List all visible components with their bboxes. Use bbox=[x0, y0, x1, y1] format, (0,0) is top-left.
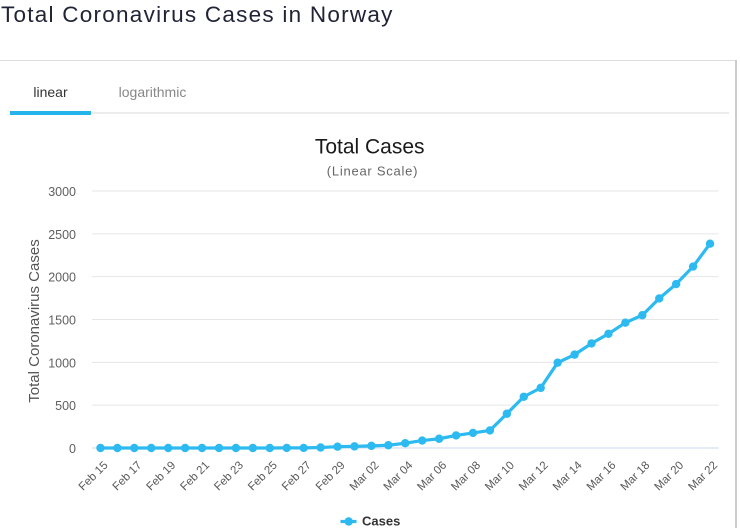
svg-text:Feb 19: Feb 19 bbox=[145, 459, 179, 493]
svg-text:Mar 18: Mar 18 bbox=[619, 459, 653, 493]
svg-text:Mar 06: Mar 06 bbox=[415, 459, 449, 493]
svg-text:2500: 2500 bbox=[48, 228, 76, 242]
svg-text:Mar 20: Mar 20 bbox=[652, 459, 686, 493]
svg-text:Mar 16: Mar 16 bbox=[585, 459, 619, 493]
svg-text:0: 0 bbox=[69, 442, 76, 456]
svg-text:Feb 21: Feb 21 bbox=[178, 459, 212, 493]
svg-text:2000: 2000 bbox=[48, 271, 76, 285]
svg-text:Cases: Cases bbox=[362, 514, 400, 528]
svg-text:Mar 08: Mar 08 bbox=[449, 459, 483, 493]
svg-text:500: 500 bbox=[55, 399, 76, 413]
svg-text:(Linear Scale): (Linear Scale) bbox=[327, 164, 418, 179]
svg-text:Mar 04: Mar 04 bbox=[382, 459, 416, 493]
svg-text:Feb 17: Feb 17 bbox=[111, 459, 145, 493]
svg-text:Feb 29: Feb 29 bbox=[314, 459, 348, 493]
svg-text:Total Coronavirus Cases: Total Coronavirus Cases bbox=[26, 239, 43, 402]
svg-text:Mar 22: Mar 22 bbox=[686, 459, 720, 493]
svg-text:1500: 1500 bbox=[48, 314, 76, 328]
svg-text:Mar 12: Mar 12 bbox=[517, 459, 551, 493]
svg-text:Feb 15: Feb 15 bbox=[77, 459, 111, 493]
svg-text:3000: 3000 bbox=[48, 185, 76, 199]
svg-text:1000: 1000 bbox=[48, 356, 76, 370]
svg-text:Mar 10: Mar 10 bbox=[483, 459, 517, 493]
svg-text:Feb 25: Feb 25 bbox=[246, 459, 280, 493]
svg-text:Mar 14: Mar 14 bbox=[551, 459, 585, 493]
svg-text:Total Cases: Total Cases bbox=[315, 136, 425, 159]
svg-text:Mar 02: Mar 02 bbox=[348, 459, 382, 493]
svg-text:Feb 23: Feb 23 bbox=[212, 459, 246, 493]
svg-text:Feb 27: Feb 27 bbox=[280, 459, 314, 493]
